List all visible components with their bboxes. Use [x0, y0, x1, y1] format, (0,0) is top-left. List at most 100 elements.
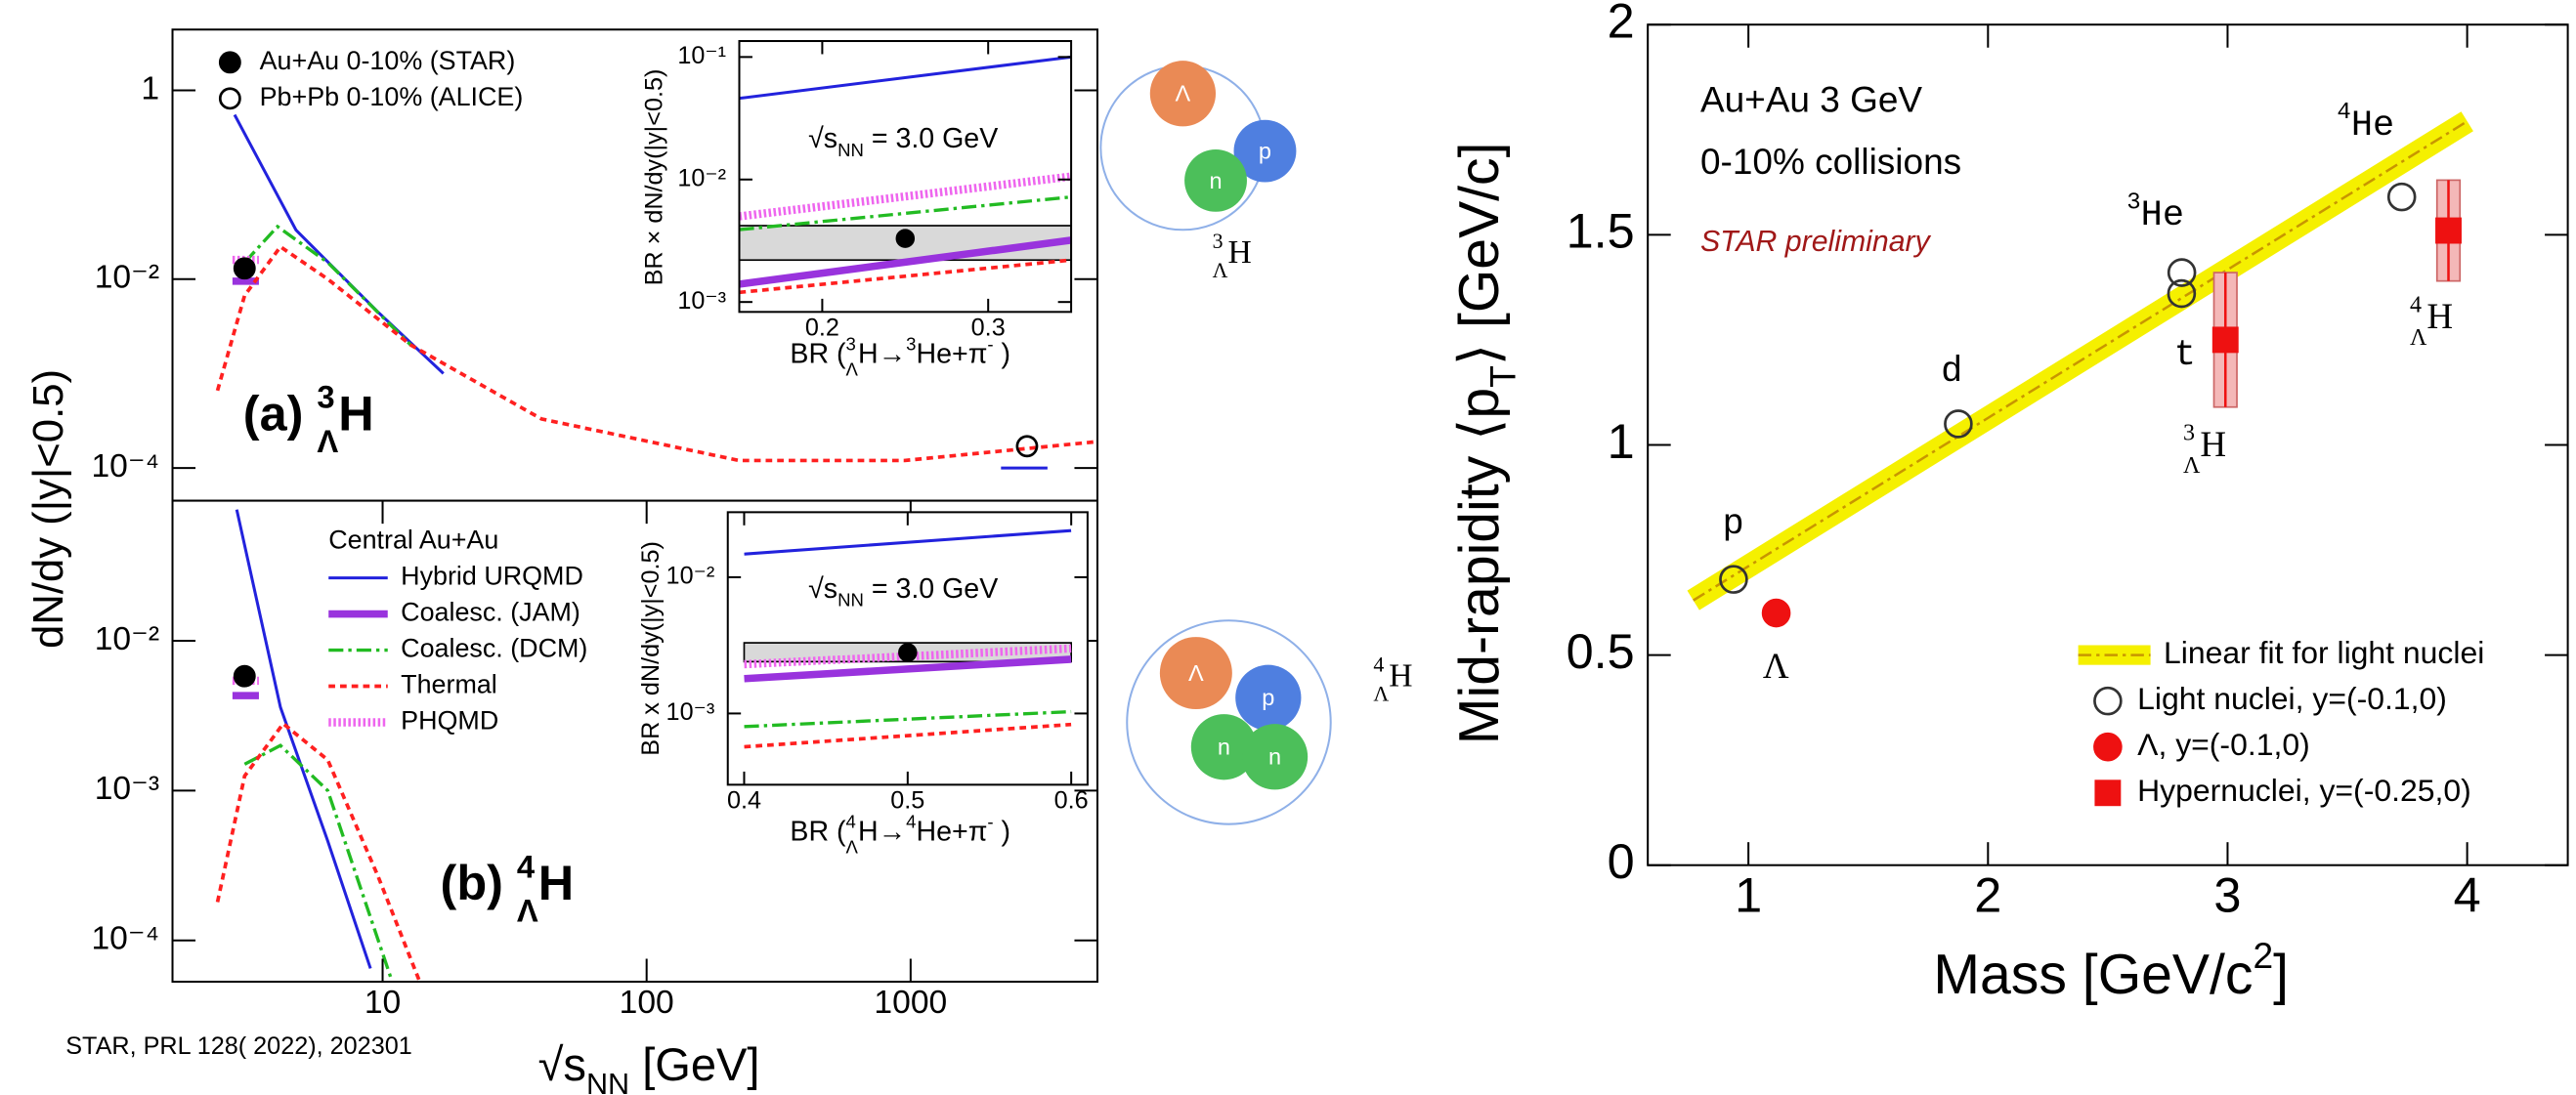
text-part: 3 — [2126, 190, 2140, 217]
legend-label: Pb+Pb 0-10% (ALICE) — [260, 82, 524, 111]
text-part: 3 — [317, 379, 334, 415]
marker — [235, 666, 254, 686]
text-part: ) — [994, 338, 1010, 369]
inset-frame-bg — [740, 41, 1072, 312]
text-part: H — [2426, 296, 2453, 336]
text-part: (b) — [441, 855, 517, 910]
point-label: d — [1941, 352, 1962, 393]
page: STAR, PRL 128( 2022), 202301 110⁻²10⁻⁴dN… — [0, 0, 2576, 1095]
nucleon-label: n — [1218, 735, 1230, 760]
marker — [897, 231, 914, 247]
marker — [235, 259, 254, 278]
text-part: 3 — [2183, 421, 2195, 446]
x-axis-label: Mass [GeV/c2] — [1933, 935, 2289, 1006]
text-part: T — [1481, 365, 1523, 388]
legend-label: Linear fit for light nuclei — [2164, 635, 2484, 670]
text-part: BR ( — [790, 817, 846, 848]
text-part: Mass [GeV/c — [1933, 944, 2253, 1006]
y-tick-label: 1.5 — [1567, 203, 1635, 259]
y-tick-label: 10⁻⁴ — [91, 448, 159, 484]
text-part: 3 — [1213, 230, 1224, 253]
y-tick-label: 1 — [141, 70, 159, 106]
text-part: 4 — [906, 812, 916, 832]
y-tick-label: 2 — [1608, 0, 1635, 49]
nucleon-label: p — [1262, 685, 1274, 710]
y-tick-label: 0 — [1608, 833, 1635, 889]
text-part: √ — [808, 123, 824, 154]
text-part: H — [2200, 424, 2226, 464]
text-part: p — [1722, 504, 1743, 545]
figure: STAR, PRL 128( 2022), 202301 110⁻²10⁻⁴dN… — [0, 0, 2576, 1095]
y-axis-label: dN/dy (|y|<0.5) — [24, 369, 72, 649]
text-part: ] — [2273, 944, 2289, 1006]
text-part: H→ — [858, 338, 906, 369]
legend-label: Light nuclei, y=(-0.1,0) — [2137, 681, 2447, 716]
text-part: 4 — [1373, 653, 1384, 676]
nucleon-label: n — [1209, 168, 1222, 193]
annotation: √sNN = 3.0 GeV — [808, 573, 998, 611]
text-part: = 3.0 GeV — [864, 573, 998, 605]
text-part: Λ — [517, 893, 538, 929]
legend-label: Coalesc. (DCM) — [401, 634, 587, 663]
source-note: STAR, PRL 128( 2022), 202301 — [65, 1032, 412, 1060]
text-part: He — [2141, 195, 2184, 236]
text-part: H — [538, 855, 574, 910]
text-part: Λ — [1373, 683, 1389, 706]
marker — [220, 53, 239, 72]
text-part: 4 — [2410, 292, 2422, 317]
chart-note: 0-10% collisions — [1700, 142, 1961, 182]
text-part: He+π — [917, 817, 988, 848]
text-part: = 3.0 GeV — [864, 123, 998, 154]
text-part: t — [2174, 335, 2196, 376]
y-tick-label: 10⁻⁴ — [91, 921, 159, 957]
y-tick-label: 10⁻³ — [666, 698, 715, 726]
legend-label: Hybrid URQMD — [401, 562, 583, 591]
x-tick-label: 0.4 — [727, 786, 761, 814]
y-axis-label: BR × dN/dy(|y|<0.5) — [640, 69, 667, 286]
x-tick-label: 1 — [1735, 867, 1762, 923]
x-axis-label: √sNN [GeV] — [538, 1038, 760, 1095]
x-tick-label: 100 — [620, 985, 674, 1021]
x-tick-label: 2 — [1974, 867, 2001, 923]
y-tick-label: 10⁻¹ — [677, 42, 726, 69]
text-part: 2 — [2254, 935, 2274, 976]
x-tick-label: 0.6 — [1054, 786, 1089, 814]
text-part: NN — [837, 140, 864, 160]
y-tick-label: 10⁻³ — [677, 287, 726, 315]
text-part: d — [1941, 352, 1962, 393]
y-tick-label: 1 — [1608, 413, 1635, 469]
text-part: H — [1389, 658, 1412, 695]
text-part: 3 — [846, 334, 856, 355]
text-part: Λ — [846, 836, 859, 857]
y-tick-label: 10⁻² — [95, 621, 159, 657]
legend-label: Au+Au 0-10% (STAR) — [260, 46, 516, 75]
text-part: √ — [538, 1038, 564, 1090]
text-part: BR ( — [790, 338, 846, 369]
x-tick-label: 0.5 — [890, 786, 924, 814]
marker — [2094, 734, 2121, 760]
text-part: [GeV] — [629, 1038, 759, 1090]
legend-label: Thermal — [401, 670, 497, 699]
chart-note: Au+Au 3 GeV — [1700, 79, 1922, 119]
y-tick-label: 10⁻² — [666, 563, 715, 590]
marker — [2094, 779, 2121, 806]
text-part: ⟩ [GeV/c] — [1448, 143, 1511, 366]
marker — [2435, 218, 2462, 244]
nucleon-label: n — [1268, 744, 1281, 770]
text-part: He — [2351, 105, 2394, 147]
text-part: s — [824, 573, 837, 605]
text-part: NN — [586, 1068, 629, 1095]
text-part: (a) — [243, 385, 318, 441]
text-part: H→ — [858, 817, 906, 848]
text-part: Λ — [2410, 325, 2427, 351]
y-tick-label: 10⁻² — [95, 260, 159, 296]
point-label: t — [2174, 335, 2196, 376]
text-part: 4 — [517, 848, 536, 884]
y-tick-label: 10⁻² — [677, 164, 726, 191]
point-label: p — [1722, 504, 1743, 545]
y-tick-label: 10⁻³ — [95, 771, 159, 807]
legend-label: Coalesc. (JAM) — [401, 598, 580, 627]
text-part: Λ — [2183, 453, 2201, 479]
x-tick-label: 10 — [365, 985, 401, 1021]
y-tick-label: 0.5 — [1567, 623, 1635, 679]
